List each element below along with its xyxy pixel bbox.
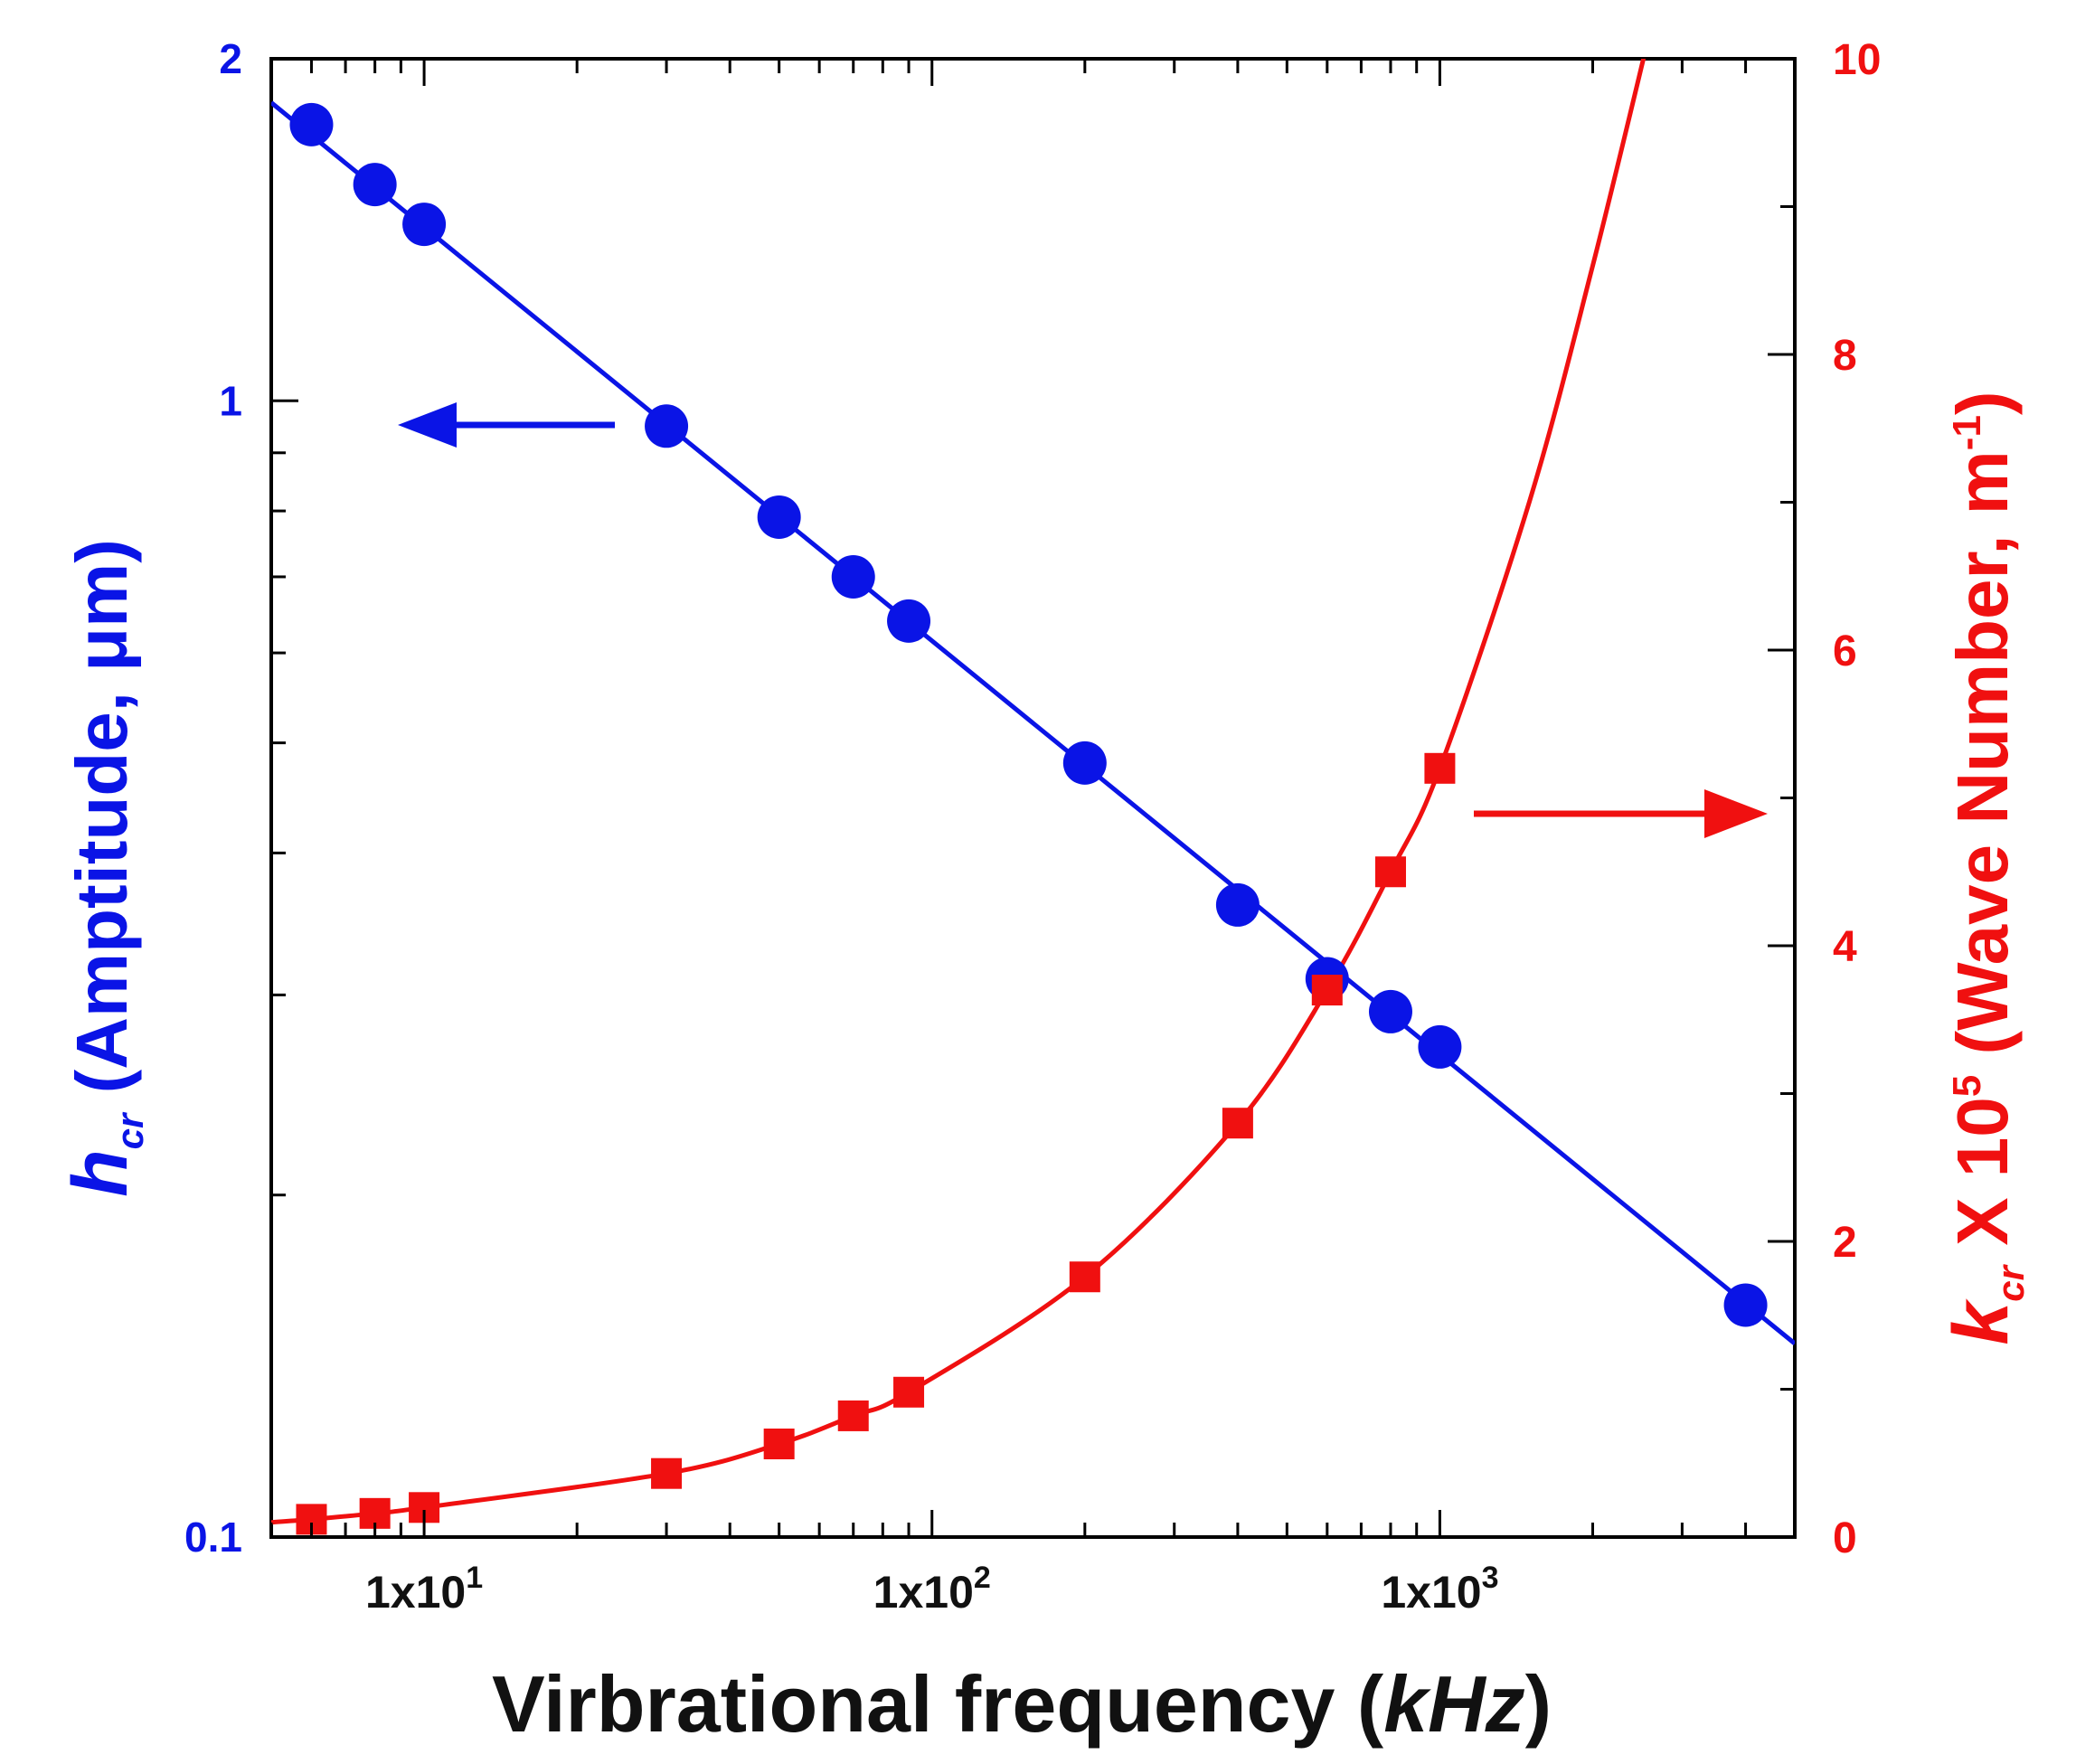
right-axis-title: kcr X 105 (Wave Number, m-1): [1938, 391, 2032, 1344]
k-cr-point: [651, 1457, 683, 1489]
y-right-tick-label: 4: [1833, 923, 1857, 971]
y-right-tick-label: 10: [1833, 36, 1881, 84]
k-cr-point: [893, 1376, 925, 1408]
h-cr-point: [1418, 1024, 1462, 1069]
h-cr-point: [887, 599, 931, 643]
y-right-tick-label: 6: [1833, 627, 1857, 675]
y-left-tick-label: 1: [219, 377, 242, 424]
k-cr-point: [763, 1428, 795, 1459]
h-cr-point: [1368, 989, 1412, 1033]
h-cr-point: [831, 554, 875, 599]
tick-layer: 1x101 1x102 1x103 0.1 1 2 0 2 4 6 8 10: [184, 35, 1881, 1618]
series-layer: [271, 59, 1795, 1535]
y-right-tick-label: 8: [1833, 332, 1857, 380]
k-cr-point: [1069, 1261, 1100, 1293]
h-cr-point: [1215, 882, 1260, 927]
right-arrow-head: [1704, 789, 1768, 838]
k-cr-curve: [271, 59, 1647, 1525]
k-cr-point: [1222, 1108, 1253, 1139]
annotation-layer: [398, 402, 1768, 838]
y-left-tick-label: 0.1: [184, 1514, 242, 1561]
h-cr-point: [645, 404, 689, 448]
k-cr-point: [837, 1400, 869, 1431]
k-cr-point: [1311, 975, 1343, 1006]
x-tick-label: 1x101: [365, 1561, 483, 1618]
x-tick-label: 1x102: [873, 1561, 991, 1618]
k-cr-point: [1374, 856, 1406, 888]
left-axis-title: hcr (Amptitude, μm): [57, 539, 151, 1197]
y-right-tick-label: 0: [1833, 1514, 1857, 1562]
left-arrow-head: [398, 402, 457, 448]
h-cr-fit-line: [271, 100, 1795, 1345]
h-cr-point: [289, 102, 334, 146]
h-cr-point: [402, 203, 447, 247]
x-tick-label: 1x103: [1381, 1561, 1498, 1618]
h-cr-point: [757, 495, 801, 539]
y-left-tick-label: 2: [219, 35, 242, 82]
y-right-tick-label: 2: [1833, 1219, 1857, 1267]
x-axis-title: Virbrational frequency (kHz): [492, 1659, 1552, 1749]
h-cr-point: [1723, 1283, 1768, 1327]
h-cr-point: [1062, 741, 1107, 785]
h-cr-point: [353, 163, 397, 207]
k-cr-point: [1424, 752, 1456, 784]
